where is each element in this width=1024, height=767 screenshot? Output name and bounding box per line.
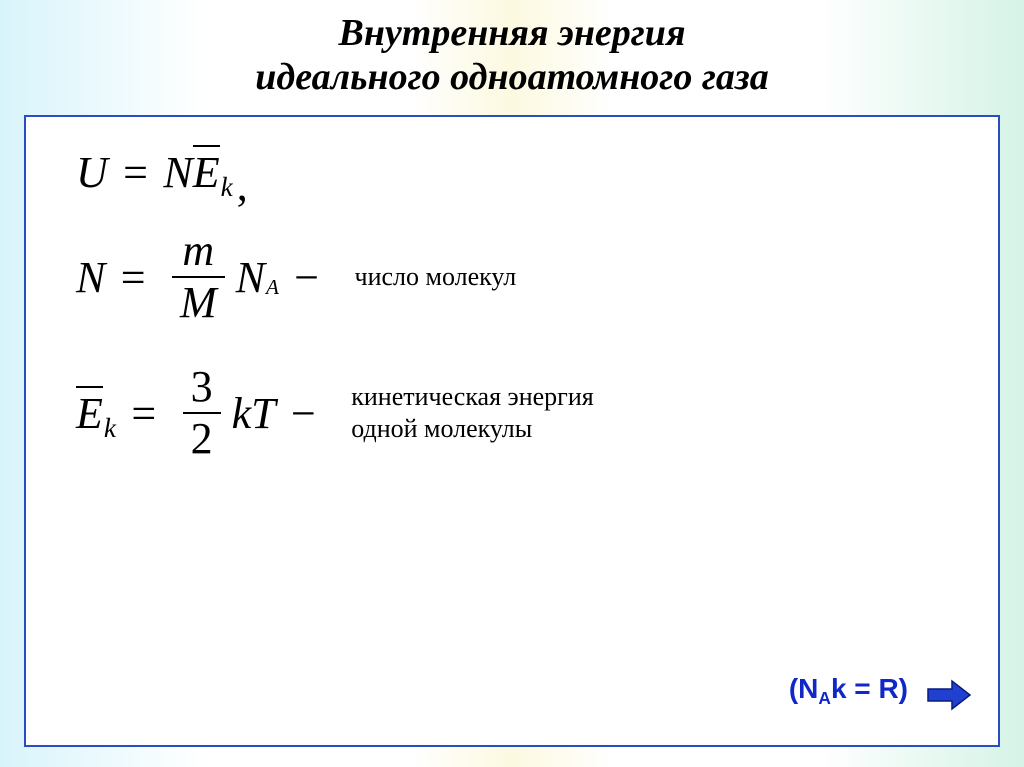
sym-NA-N: N xyxy=(236,252,265,303)
sym-E-bar: E xyxy=(193,147,220,198)
frac-num-3: 3 xyxy=(183,362,221,412)
eq3-desc-line1: кинетическая энергия xyxy=(351,381,593,414)
frac-den-2: 2 xyxy=(183,414,221,464)
footer-open: ( xyxy=(789,673,798,704)
fraction-m-M: m M xyxy=(172,226,225,328)
equation-3: E k = 3 2 k T − xyxy=(76,362,331,464)
footer-R: R xyxy=(878,673,898,704)
slide-title: Внутренняя энергия идеального одноатомно… xyxy=(0,0,1024,99)
sym-E-bar-lhs: E xyxy=(76,388,103,439)
sym-equals-3: = xyxy=(131,388,156,439)
footer-k: k xyxy=(831,673,847,704)
sym-minus-2: − xyxy=(294,252,319,303)
sym-E-sub-k: k xyxy=(221,172,233,203)
sym-E: E xyxy=(193,148,220,197)
frac-num-m: m xyxy=(174,226,222,276)
sym-k: k xyxy=(232,388,252,439)
footer-eq: = xyxy=(847,673,879,704)
sym-T: T xyxy=(251,388,275,439)
equation-3-row: E k = 3 2 k T − кинетическая энергия одн… xyxy=(76,362,948,464)
sym-equals: = xyxy=(123,147,148,198)
footer-subA: A xyxy=(818,688,831,708)
equation-2-row: N = m M N A − число молекул xyxy=(76,226,948,328)
title-line-2: идеального одноатомного газа xyxy=(0,56,1024,100)
trailing-comma: , xyxy=(237,160,248,211)
equation-1-row: U = N E k , xyxy=(76,147,948,198)
title-line-1: Внутренняя энергия xyxy=(0,12,1024,56)
equation-1: U = N E k , xyxy=(76,147,248,198)
slide: Внутренняя энергия идеального одноатомно… xyxy=(0,0,1024,767)
content-box: U = N E k , N = m M N A xyxy=(24,115,1000,747)
sym-equals-2: = xyxy=(121,252,146,303)
equation-3-desc: кинетическая энергия одной молекулы xyxy=(351,381,593,446)
footer-N: N xyxy=(798,673,818,704)
sym-minus-3: − xyxy=(291,388,316,439)
fraction-3-2: 3 2 xyxy=(183,362,221,464)
footer-close: ) xyxy=(899,673,908,704)
equation-2-desc: число молекул xyxy=(355,261,517,294)
sym-E-sub-k-lhs: k xyxy=(104,413,116,444)
equation-2: N = m M N A − xyxy=(76,226,335,328)
eq3-desc-line2: одной молекулы xyxy=(351,413,593,446)
footer-note: (NAk = R) xyxy=(789,673,908,705)
sym-N-lhs: N xyxy=(76,252,105,303)
frac-den-M: M xyxy=(172,278,225,328)
sym-U: U xyxy=(76,147,108,198)
sym-N: N xyxy=(163,147,192,198)
next-arrow-icon[interactable] xyxy=(926,679,972,711)
sym-NA-sub: A xyxy=(266,275,279,300)
sym-E-lhs: E xyxy=(76,389,103,438)
